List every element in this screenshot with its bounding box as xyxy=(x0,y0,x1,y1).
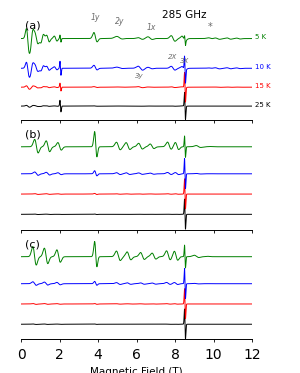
Text: 2X: 2X xyxy=(169,54,178,60)
X-axis label: Magnetic Field (T): Magnetic Field (T) xyxy=(90,367,183,373)
Text: 3y: 3y xyxy=(135,73,144,79)
Text: 2y: 2y xyxy=(116,18,125,26)
Text: (a): (a) xyxy=(25,20,40,30)
Text: 3X: 3X xyxy=(180,58,189,64)
Text: 5 K: 5 K xyxy=(255,34,266,40)
Text: 25 K: 25 K xyxy=(255,102,270,108)
Text: 285 GHz: 285 GHz xyxy=(162,10,207,20)
Text: 1x: 1x xyxy=(146,23,156,32)
Text: 10 K: 10 K xyxy=(255,64,271,70)
Text: 1y: 1y xyxy=(90,13,100,22)
Text: (b): (b) xyxy=(25,130,40,140)
Text: *: * xyxy=(208,22,213,32)
Text: (c): (c) xyxy=(25,240,40,250)
Text: 15 K: 15 K xyxy=(255,83,271,89)
